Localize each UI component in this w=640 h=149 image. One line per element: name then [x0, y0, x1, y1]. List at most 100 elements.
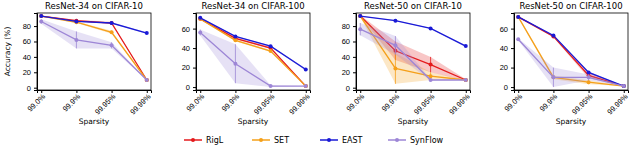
y-tick-label: 60	[500, 24, 508, 33]
x-tick-mark	[41, 90, 42, 93]
point	[269, 44, 273, 48]
y-tick-mark	[353, 26, 356, 27]
y-tick: 40	[23, 53, 37, 62]
x-tick: 99.95%	[93, 90, 118, 116]
y-tick: 60	[182, 24, 196, 33]
point	[198, 17, 202, 21]
point	[622, 84, 626, 88]
x-axis-line	[357, 91, 471, 94]
series-line	[200, 19, 306, 86]
x-axis: 99.0%99.9%99.95%99.99%	[503, 90, 630, 116]
y-tick-label: 20	[500, 63, 508, 72]
point	[429, 26, 433, 30]
point	[587, 70, 591, 74]
x-tick: 99.99%	[605, 90, 630, 116]
x-tick-label: 99.95%	[252, 92, 277, 117]
y-tick-label: 40	[500, 44, 508, 53]
x-tick: 99.99%	[287, 90, 312, 116]
plot-area	[358, 14, 468, 84]
point	[74, 38, 78, 42]
point	[516, 15, 520, 19]
x-tick-mark	[553, 90, 554, 93]
y-tick-label: 0	[346, 84, 350, 93]
point	[622, 84, 626, 88]
panel: 99.0%99.9%99.95%99.99%020406080ResNet-50…	[342, 1, 472, 126]
x-tick-label: 99.0%	[345, 92, 367, 114]
point	[516, 15, 520, 19]
x-axis: 99.0% 99.9% 99.95% 99.99%	[185, 90, 312, 116]
title: ResNet-34 on CIFAR-10	[45, 1, 143, 11]
x-tick-label: 99.0%	[503, 92, 525, 114]
legend-marker	[259, 138, 263, 142]
x-tick-mark	[200, 90, 201, 93]
error-band	[360, 23, 466, 81]
legend-marker	[191, 138, 195, 142]
y-tick-mark	[34, 57, 37, 58]
point	[110, 30, 114, 34]
x-tick-mark	[235, 90, 236, 93]
x-tick-label: 99.95%	[412, 92, 437, 117]
y-tick-label: 20	[182, 63, 190, 72]
series-line	[360, 29, 466, 80]
point	[198, 30, 202, 34]
error-band	[41, 16, 147, 80]
point	[233, 34, 237, 38]
x-axis-title: Sparsity	[398, 117, 429, 126]
y-tick-label: 40	[342, 53, 350, 62]
y-tick: 0	[504, 83, 514, 92]
series-line	[518, 39, 624, 86]
y-tick: 60	[500, 24, 514, 33]
error-band	[360, 15, 466, 84]
x-tick: 99.0%	[185, 90, 207, 114]
y-tick-label: 60	[23, 37, 31, 46]
y-axis-title: Accuracy (%)	[3, 27, 12, 77]
panel: 99.0%99.9%99.95%99.99%0204060ResNet-50 o…	[500, 1, 630, 126]
y-tick: 0	[346, 84, 356, 93]
x-tick-mark	[76, 90, 77, 93]
point	[110, 21, 114, 25]
y-tick-mark	[193, 48, 196, 49]
x-tick: 99.9%	[220, 90, 242, 114]
x-tick-label: 99.99%	[447, 92, 472, 117]
x-tick: 99.99%	[128, 90, 153, 116]
y-tick: 20	[182, 63, 196, 72]
x-tick-label: 99.99%	[128, 92, 153, 117]
legend-marker	[327, 138, 331, 142]
panel: 99.0%99.9%99.95%99.99%020406080ResNet-34…	[3, 1, 153, 126]
point	[145, 31, 149, 35]
y-tick-label: 80	[23, 22, 31, 31]
legend-item: SET	[252, 136, 289, 145]
legend: RigLSETEASTSynFlow	[184, 136, 444, 145]
error-band	[200, 18, 306, 86]
x-axis-title: Sparsity	[238, 117, 269, 126]
y-tick-mark	[34, 72, 37, 73]
point	[393, 19, 397, 23]
y-tick-mark	[34, 88, 37, 89]
point	[233, 62, 237, 66]
y-tick-mark	[511, 29, 514, 30]
x-tick: 99.9%	[380, 90, 402, 114]
point	[393, 43, 397, 47]
point	[198, 16, 202, 20]
x-tick-label: 99.9%	[380, 92, 402, 114]
point	[304, 84, 308, 88]
y-tick: 40	[342, 53, 356, 62]
y-tick-label: 0	[504, 83, 508, 92]
y-axis: 0204060	[182, 14, 197, 92]
y-tick-mark	[193, 29, 196, 30]
y-tick-label: 40	[182, 44, 190, 53]
plot-frame	[356, 13, 470, 90]
series-line	[200, 19, 306, 86]
legend-label: EAST	[342, 136, 363, 145]
y-tick-mark	[511, 68, 514, 69]
x-axis: 99.0% 99.9% 99.95% 99.99%	[345, 90, 472, 116]
point	[464, 78, 468, 82]
x-tick-mark	[147, 90, 148, 93]
legend-item: EAST	[320, 136, 363, 145]
title: ResNet-50 on CIFAR-10	[364, 1, 462, 11]
y-tick: 20	[500, 63, 514, 72]
x-tick-label: 99.9%	[220, 92, 242, 114]
y-tick: 20	[342, 68, 356, 77]
x-tick-label: 99.99%	[605, 92, 630, 117]
y-tick-mark	[353, 41, 356, 42]
